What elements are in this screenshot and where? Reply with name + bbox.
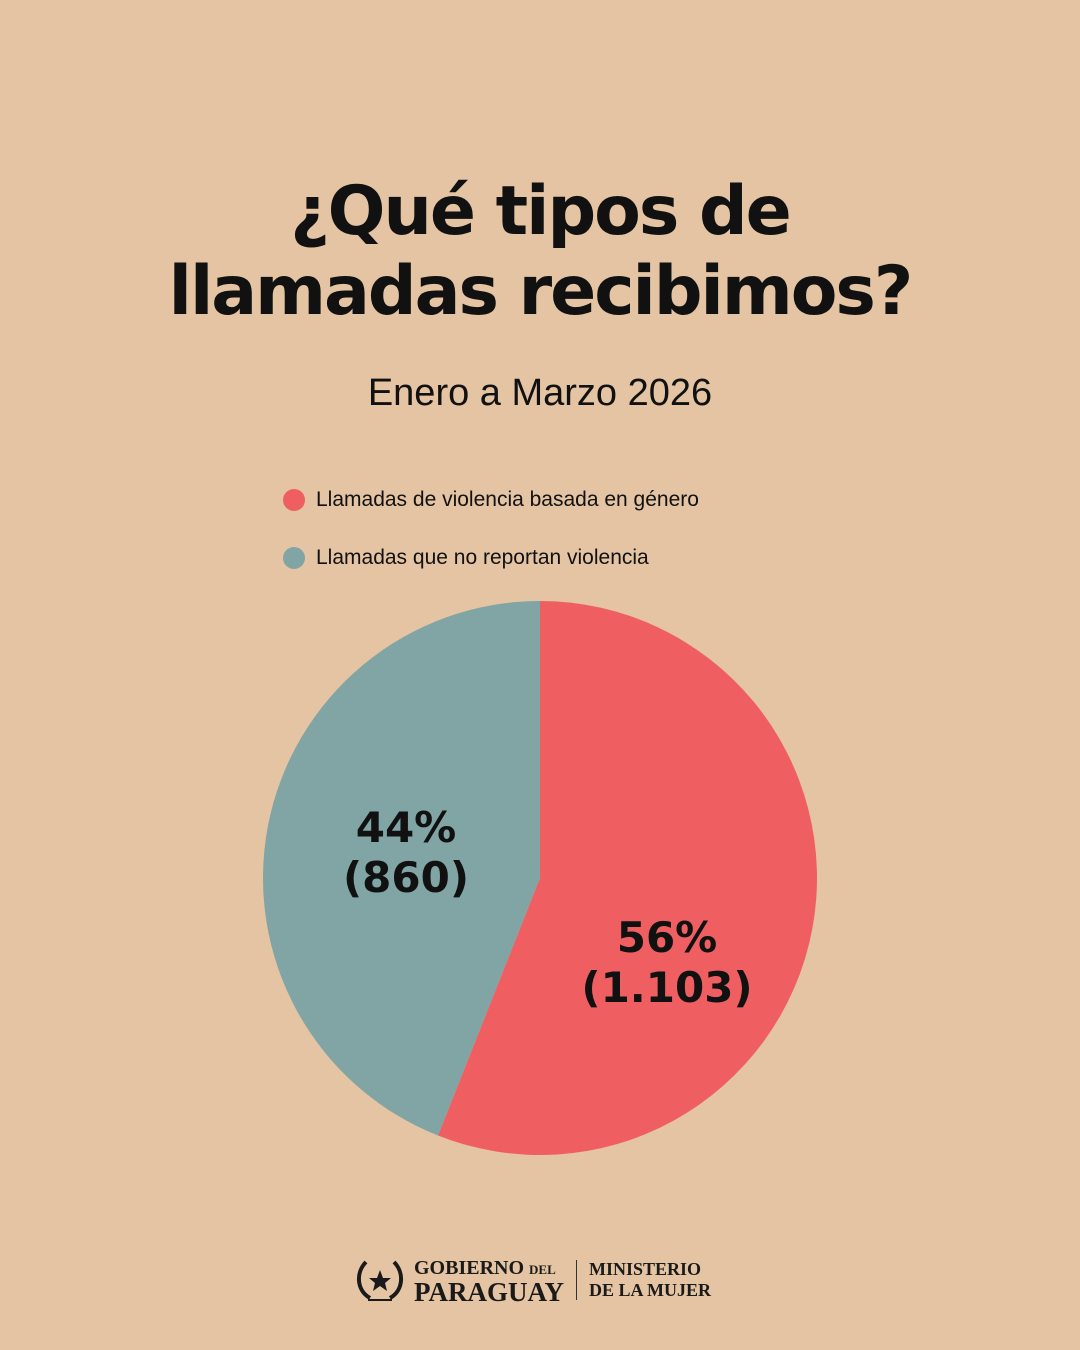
gov-line1: GOBIERNO	[414, 1257, 525, 1279]
ministry-line2: DE LA MUJER	[589, 1280, 712, 1300]
footer-divider	[576, 1260, 578, 1300]
slice-percent-label: 44%	[356, 803, 457, 852]
legend-item-no-violence: Llamadas que no reportan violencia	[283, 543, 699, 573]
legend-label: Llamadas de violencia basada en género	[316, 488, 699, 511]
legend-swatch	[283, 489, 305, 511]
slice-count-label: (1.103)	[581, 963, 752, 1012]
slice-count-label: (860)	[343, 853, 469, 902]
legend-swatch	[283, 547, 305, 569]
pie-slice	[263, 601, 540, 1136]
gov-del: DEL	[529, 1262, 556, 1277]
footer-logo: GOBIERNO DEL PARAGUAY MINISTERIO DE LA M…	[354, 1256, 712, 1307]
legend: Llamadas de violencia basada en género L…	[283, 485, 699, 601]
chart-subtitle: Enero a Marzo 2026	[367, 372, 713, 414]
chart-title: ¿Qué tipos de llamadas recibimos?	[168, 172, 914, 331]
legend-label: Llamadas que no reportan violencia	[316, 546, 649, 569]
ministry-line1: MINISTERIO	[589, 1259, 702, 1279]
coat-of-arms-icon	[357, 1260, 403, 1301]
slice-percent-label: 56%	[617, 913, 718, 962]
legend-item-violence: Llamadas de violencia basada en género	[283, 485, 699, 515]
gov-line2: PARAGUAY	[414, 1277, 565, 1307]
pie-slice	[438, 601, 818, 1155]
